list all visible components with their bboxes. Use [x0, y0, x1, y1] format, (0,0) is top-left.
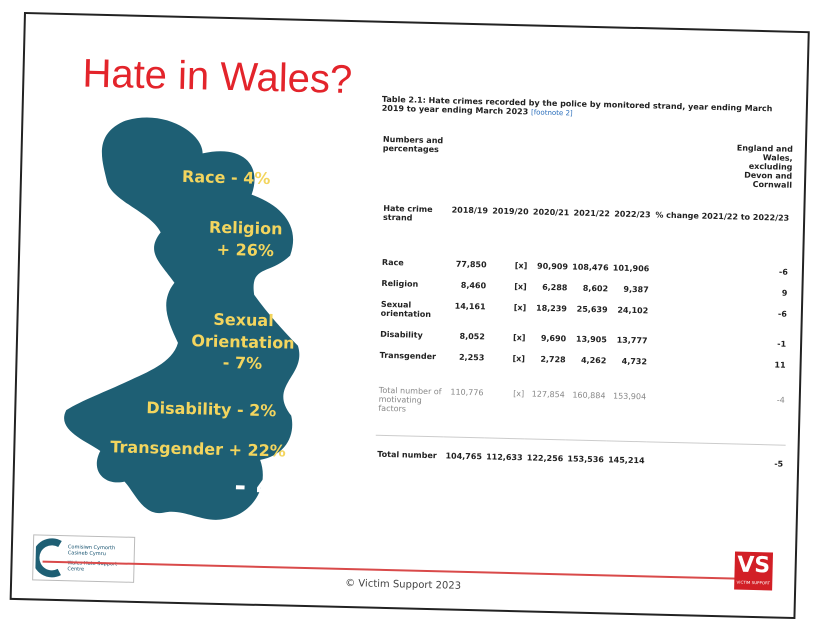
table-cell: 24,102	[609, 299, 650, 330]
table-cell: -4	[647, 372, 787, 445]
table-cell: Hate crime strand	[380, 198, 449, 254]
table-cell: 160,884	[566, 370, 608, 440]
table-cell: 14,161	[446, 295, 487, 326]
table-cell: 2019/20	[489, 200, 531, 255]
table-cell: [x]	[488, 254, 529, 276]
footer: © Victim Support 2023	[12, 570, 794, 600]
table-cell: 25,639	[568, 298, 609, 329]
brand-name: VICTIM SUPPORT	[734, 580, 772, 586]
table-cell: 110,776	[444, 367, 486, 437]
table-cell: 2,728	[527, 348, 568, 370]
units: Numbers and percentages	[382, 135, 463, 182]
table-cell: -6	[650, 300, 789, 333]
table-cell: [x]	[484, 368, 526, 438]
table-cell: 2022/23	[611, 203, 653, 258]
table-cell: % change 2021/22 to 2022/23	[652, 204, 792, 261]
logo-text: Comisiwn Cymorth Casineb Cymru	[68, 544, 130, 558]
table-cell: 2,253	[445, 346, 486, 368]
slide: Hate in Wales? Race - 4% Religion + 26% …	[10, 12, 810, 619]
brand-logo: VS VICTIM SUPPORT	[734, 552, 773, 591]
table-cell: 9,690	[527, 327, 568, 349]
table-cell: [x]	[487, 326, 528, 348]
table-cell: 127,854	[525, 369, 567, 439]
caption-text: Table 2.1: Hate crimes recorded by the p…	[382, 95, 773, 117]
table-cell: 101,906	[610, 257, 651, 279]
table-cell: Race	[380, 252, 448, 275]
footnote-link[interactable]: [footnote 2]	[531, 108, 573, 117]
table-cell: 4,262	[567, 349, 608, 371]
table-cell: 13,777	[609, 329, 650, 351]
table: Numbers and percentages England and Wale…	[375, 135, 793, 475]
table-cell: [x]	[488, 275, 529, 297]
table-cell: 2020/21	[530, 201, 572, 256]
table-cell: 9,387	[610, 278, 651, 300]
page: Hate in Wales? Race - 4% Religion + 26% …	[0, 0, 825, 631]
table-cell: 2021/22	[570, 202, 612, 257]
map-label: - 4%	[234, 467, 304, 506]
title: Hate in Wales?	[82, 51, 353, 103]
table-cell: 112,633	[484, 438, 525, 468]
table-cell: 153,904	[606, 371, 648, 441]
map-label: Disability - 2%	[146, 397, 277, 422]
map-label: Race - 4%	[182, 166, 271, 190]
map-label: Transgender + 22%	[110, 436, 286, 462]
table-cell: [x]	[486, 347, 527, 369]
table-cell: 6,288	[529, 276, 570, 298]
table-cell: Transgender	[377, 345, 445, 368]
table-cell: -5	[646, 442, 785, 475]
table-cell: 18,239	[528, 297, 569, 328]
table-cell: 145,214	[606, 441, 647, 471]
region: England and Wales, excluding Devon and C…	[732, 143, 793, 189]
table-cell: Sexual orientation	[378, 294, 447, 326]
table-cell: 90,909	[529, 255, 570, 277]
table-cell: [x]	[487, 296, 528, 327]
table-cell: 77,850	[448, 253, 489, 275]
map-label: Sexual Orientation - 7%	[187, 308, 299, 375]
table-cell: 8,460	[447, 274, 488, 296]
table-cell: 2018/19	[448, 199, 490, 254]
brand-mark: VS	[734, 552, 773, 581]
table-cell: 153,536	[565, 440, 606, 470]
table-cell: Disability	[378, 324, 446, 347]
table-cell: 8,602	[569, 277, 610, 299]
table-cell: Religion	[379, 273, 447, 296]
table-cell: 4,732	[608, 350, 649, 372]
table-cell: 122,256	[524, 439, 565, 469]
table-cell: Total number	[375, 435, 444, 466]
table-caption: Table 2.1: Hate crimes recorded by the p…	[382, 95, 792, 123]
table-cell: 104,765	[443, 437, 484, 467]
table-cell: 13,905	[568, 328, 609, 350]
table-cell: 8,052	[446, 325, 487, 347]
map-label: Religion + 26%	[205, 217, 286, 262]
table-cell: 108,476	[570, 256, 611, 278]
table-cell: Total number of motivating factors	[376, 366, 446, 437]
